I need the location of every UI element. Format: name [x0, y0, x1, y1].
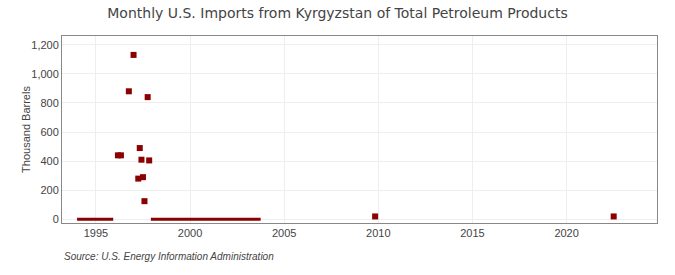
svg-text:2000: 2000 — [178, 227, 202, 239]
svg-text:1,200: 1,200 — [31, 39, 59, 51]
svg-text:2005: 2005 — [272, 227, 296, 239]
svg-text:Source: U.S. Energy Informatio: Source: U.S. Energy Information Administ… — [64, 251, 274, 262]
svg-text:400: 400 — [40, 155, 58, 167]
svg-text:2010: 2010 — [366, 227, 390, 239]
svg-text:1,000: 1,000 — [31, 68, 59, 80]
svg-text:1995: 1995 — [84, 227, 108, 239]
svg-text:2020: 2020 — [554, 227, 578, 239]
svg-text:200: 200 — [40, 184, 58, 196]
svg-text:2015: 2015 — [460, 227, 484, 239]
svg-text:Thousand Barrels: Thousand Barrels — [20, 86, 32, 173]
svg-text:0: 0 — [53, 213, 59, 225]
svg-text:600: 600 — [40, 126, 58, 138]
svg-text:Monthly U.S. Imports from Kyrg: Monthly U.S. Imports from Kyrgyzstan of … — [107, 5, 567, 21]
svg-text:800: 800 — [40, 97, 58, 109]
